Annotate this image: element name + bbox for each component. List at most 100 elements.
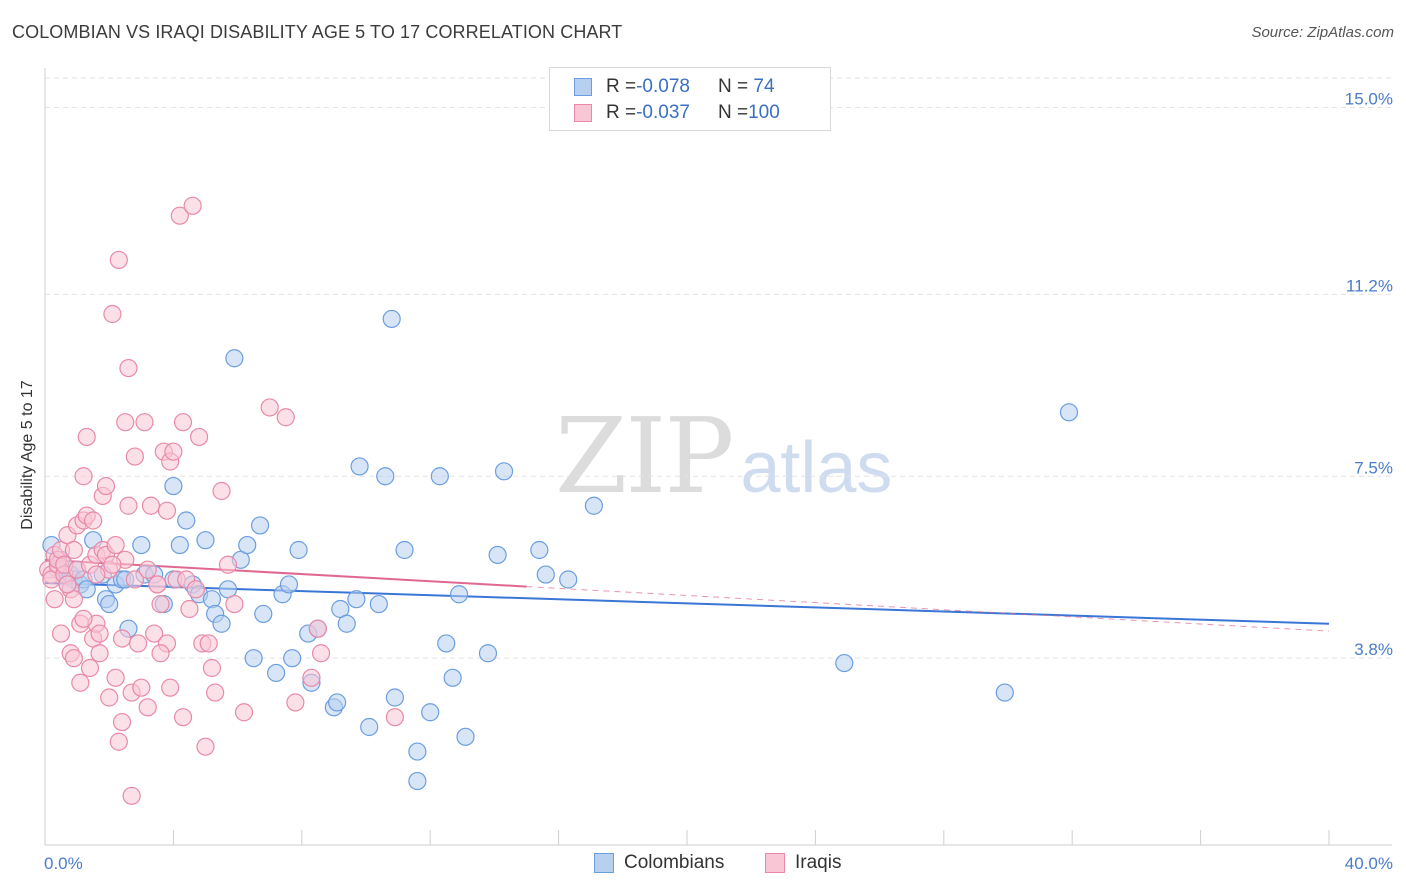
- data-point-colombians: [279, 575, 299, 594]
- data-point-colombians: [494, 462, 514, 481]
- data-point-iraqis: [100, 688, 119, 707]
- data-point-colombians: [430, 467, 449, 486]
- data-point-iraqis: [77, 427, 96, 447]
- legend-swatch-colombians: [574, 78, 592, 96]
- data-point-iraqis: [51, 624, 71, 643]
- x-tick-label: 0.0%: [44, 854, 83, 873]
- data-point-iraqis: [135, 413, 154, 432]
- axes: [44, 68, 1392, 846]
- data-point-iraqis: [173, 413, 193, 432]
- data-point-iraqis: [180, 599, 199, 619]
- legend-r-label: R =: [606, 76, 637, 97]
- data-point-colombians: [456, 727, 475, 746]
- data-point-colombians: [100, 594, 119, 614]
- data-point-colombians: [421, 703, 440, 722]
- data-point-iraqis: [141, 496, 161, 515]
- y-tick-label: 7.5%: [1354, 458, 1393, 477]
- data-point-iraqis: [189, 427, 209, 447]
- data-point-colombians: [250, 516, 270, 535]
- data-point-iraqis: [64, 540, 83, 560]
- data-point-iraqis: [116, 413, 135, 432]
- data-point-iraqis: [202, 658, 222, 678]
- data-point-iraqis: [106, 668, 125, 687]
- y-tick-label: 3.8%: [1354, 640, 1393, 659]
- legend-r-value: -0.078: [636, 76, 690, 97]
- legend-swatch-iraqis: [574, 104, 592, 122]
- data-point-iraqis: [218, 555, 238, 574]
- data-point-iraqis: [103, 304, 122, 324]
- data-point-iraqis: [109, 732, 128, 751]
- data-point-iraqis: [87, 565, 106, 584]
- data-point-colombians: [536, 565, 555, 584]
- data-point-iraqis: [212, 481, 231, 501]
- data-point-iraqis: [80, 658, 100, 678]
- data-point-colombians: [385, 688, 404, 707]
- data-point-iraqis: [173, 708, 193, 727]
- legend-row-colombians: R = -0.078 N = 74: [574, 75, 775, 99]
- data-point-colombians: [225, 349, 244, 368]
- data-point-iraqis: [164, 442, 183, 461]
- y-tick-label: 11.2%: [1346, 276, 1393, 295]
- data-point-colombians: [328, 693, 347, 712]
- watermark-atlas: atlas: [740, 428, 893, 508]
- data-point-colombians: [584, 496, 604, 515]
- legend-row-iraqis: R = -0.037 N = 100: [574, 101, 780, 125]
- watermark: ZIP atlas: [555, 395, 892, 517]
- data-point-iraqis: [90, 624, 109, 643]
- data-point-colombians: [164, 476, 183, 496]
- watermark-zip: ZIP: [555, 395, 734, 517]
- data-point-colombians: [437, 634, 456, 653]
- data-point-iraqis: [183, 196, 202, 215]
- data-point-iraqis: [119, 496, 138, 515]
- data-point-colombians: [1059, 403, 1079, 422]
- data-point-iraqis: [385, 708, 404, 727]
- data-point-iraqis: [84, 511, 103, 530]
- data-point-colombians: [995, 683, 1014, 702]
- data-point-iraqis: [132, 678, 151, 697]
- data-point-iraqis: [148, 575, 167, 594]
- y-tick-label: 15.0%: [1345, 90, 1393, 109]
- data-point-iraqis: [145, 624, 164, 643]
- bottom-legend-iraqis: Iraqis: [765, 852, 841, 874]
- data-point-iraqis: [125, 570, 144, 589]
- data-point-colombians: [488, 545, 507, 565]
- data-point-iraqis: [125, 447, 144, 466]
- data-point-iraqis: [112, 629, 132, 648]
- y-tick-labels: 3.8% 7.5% 11.2% 15.0%: [1345, 90, 1393, 660]
- data-point-colombians: [238, 535, 257, 555]
- data-point-iraqis: [286, 693, 305, 712]
- data-point-iraqis: [151, 644, 170, 663]
- data-point-colombians: [267, 663, 286, 683]
- data-point-colombians: [177, 511, 196, 530]
- bottom-legend-swatch-colombians: [594, 853, 614, 873]
- data-point-iraqis: [196, 737, 215, 756]
- data-point-colombians: [443, 668, 462, 687]
- data-point-colombians: [449, 585, 469, 604]
- data-point-colombians: [408, 771, 427, 791]
- data-point-colombians: [530, 540, 549, 560]
- data-point-colombians: [337, 614, 356, 633]
- data-point-colombians: [283, 649, 302, 668]
- legend-n-value: 74: [748, 76, 775, 97]
- legend-r-label: R =: [606, 102, 637, 123]
- data-point-colombians: [835, 653, 854, 673]
- data-point-colombians: [196, 531, 215, 550]
- data-point-iraqis: [109, 250, 128, 270]
- bottom-legend-colombians: Colombians: [594, 852, 724, 874]
- data-point-colombians: [408, 742, 427, 761]
- data-point-iraqis: [122, 786, 141, 805]
- legend-n-value: 100: [748, 102, 780, 123]
- data-point-iraqis: [311, 644, 331, 663]
- chart-title: COLOMBIAN VS IRAQI DISABILITY AGE 5 TO 1…: [12, 22, 623, 42]
- data-point-colombians: [254, 604, 273, 624]
- data-point-iraqis: [138, 560, 157, 579]
- data-point-colombians: [202, 590, 222, 609]
- bottom-legend-label: Colombians: [624, 852, 725, 873]
- data-point-colombians: [170, 535, 189, 555]
- data-point-iraqis: [119, 358, 138, 378]
- data-point-iraqis: [74, 609, 93, 628]
- trend-line-extension-iraqis: [526, 586, 1330, 632]
- correlation-legend: R = -0.078 N = 74 R = -0.037 N = 100: [549, 67, 831, 131]
- data-point-iraqis: [71, 673, 90, 692]
- data-point-iraqis: [308, 619, 327, 638]
